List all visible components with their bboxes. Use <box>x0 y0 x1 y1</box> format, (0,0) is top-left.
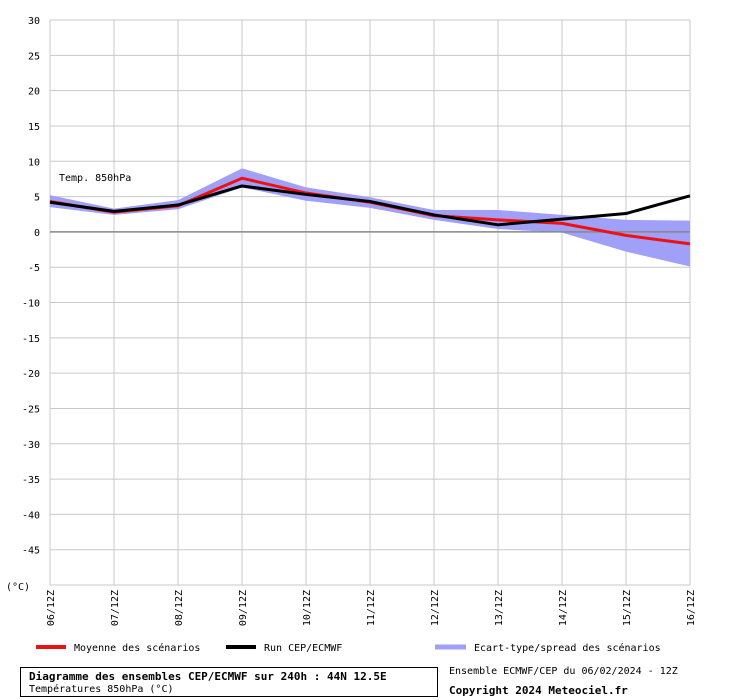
x-tick-label: 15/12Z <box>622 590 633 626</box>
y-tick-label: -20 <box>22 369 40 380</box>
legend-label-spread: Ecart-type/spread des scénarios <box>474 642 661 654</box>
y-tick-label: 5 <box>34 193 40 204</box>
y-tick-label: -5 <box>28 263 40 274</box>
x-tick-label: 13/12Z <box>494 590 505 626</box>
x-tick-label: 14/12Z <box>558 590 569 626</box>
y-unit-label: (°C) <box>6 582 30 593</box>
y-tick-label: -15 <box>22 334 40 345</box>
series-label: Temp. 850hPa <box>59 173 131 184</box>
y-tick-label: 10 <box>28 157 40 168</box>
x-tick-labels: 06/12Z 07/12Z 08/12Z 09/12Z 10/12Z 11/12Z 12/1… <box>46 590 697 626</box>
footer-title-box: Diagramme des ensembles CEP/ECMWF sur 24… <box>20 667 438 697</box>
legend-label-run: Run CEP/ECMWF <box>264 643 342 654</box>
y-tick-label: 15 <box>28 122 40 133</box>
legend: Moyenne des scénarios Run CEP/ECMWF Ecar… <box>36 642 661 654</box>
footer-title: Diagramme des ensembles CEP/ECMWF sur 24… <box>29 670 387 683</box>
footer-copyright: Copyright 2024 Meteociel.fr <box>449 684 628 697</box>
y-tick-label: -40 <box>22 510 40 521</box>
y-tick-label: 0 <box>34 228 40 239</box>
legend-label-mean: Moyenne des scénarios <box>74 642 200 654</box>
y-tick-label: 30 <box>28 16 40 27</box>
footer-info: Ensemble ECMWF/CEP du 06/02/2024 - 12Z C… <box>449 665 734 698</box>
grid <box>49 19 691 586</box>
y-tick-label: -35 <box>22 475 40 486</box>
y-tick-label: -45 <box>22 546 40 557</box>
x-tick-label: 09/12Z <box>238 590 249 626</box>
x-tick-label: 12/12Z <box>430 590 441 626</box>
footer-subtitle: Températures 850hPa (°C) <box>29 684 174 695</box>
x-tick-label: 11/12Z <box>366 590 377 626</box>
x-tick-label: 07/12Z <box>110 590 121 626</box>
x-tick-label: 08/12Z <box>174 590 185 626</box>
y-tick-label: 20 <box>28 87 40 98</box>
x-tick-label: 10/12Z <box>302 590 313 626</box>
y-tick-labels: 30 25 20 15 10 5 0 -5 -10 -15 -20 -25 -30 -35 -40 -45 <box>22 16 40 557</box>
ensemble-chart: 30 25 20 15 10 5 0 -5 -10 -15 -20 -25 -30 -35 -40 -45 0… <box>6 16 697 654</box>
y-tick-label: -10 <box>22 299 40 310</box>
footer-run-info: Ensemble ECMWF/CEP du 06/02/2024 - 12Z <box>449 666 678 677</box>
x-tick-label: 16/12Z <box>686 590 697 626</box>
run-series-line <box>49 184 691 227</box>
y-tick-label: 25 <box>28 51 40 62</box>
y-tick-label: -30 <box>22 440 40 451</box>
y-tick-label: -25 <box>22 404 40 415</box>
x-tick-label: 06/12Z <box>46 590 57 626</box>
